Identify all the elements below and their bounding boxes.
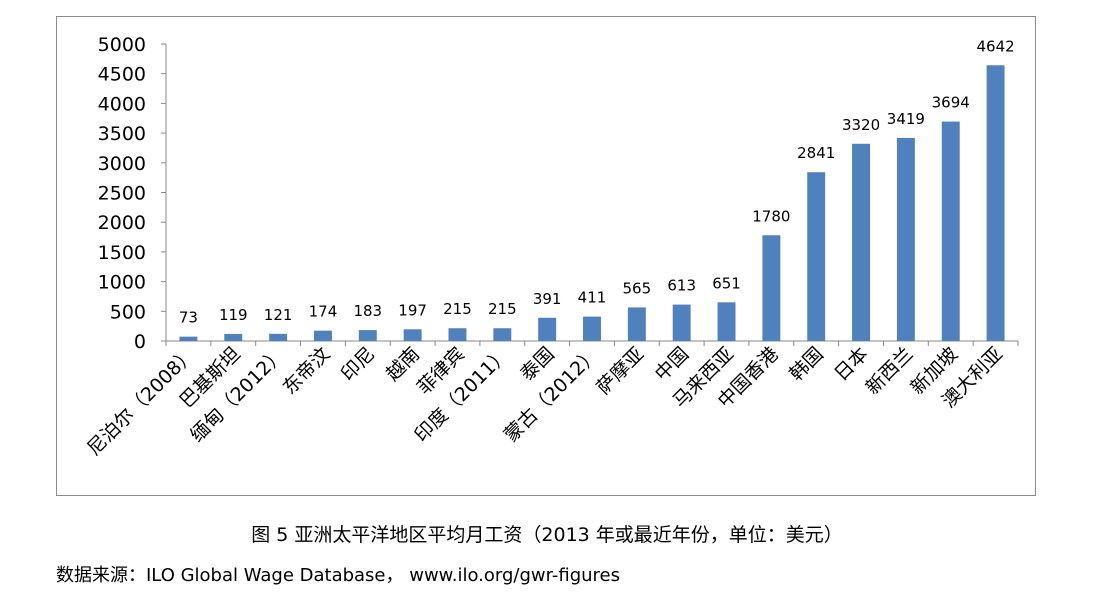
y-tick-label: 2000 [98,212,146,234]
bar [493,328,512,341]
bar [538,317,557,341]
y-tick-label: 4500 [98,64,146,86]
data-label: 1780 [752,207,790,225]
data-label: 2841 [797,144,835,162]
data-label: 3419 [887,110,925,128]
chart-frame [56,16,1036,496]
bar [269,333,288,341]
bar [448,328,467,341]
bar [179,336,198,341]
bar [762,235,781,341]
data-label: 411 [578,289,607,307]
data-label: 197 [398,301,427,319]
y-tick-label: 0 [134,331,146,353]
bar [627,307,646,341]
data-label: 4642 [976,37,1014,55]
data-label: 119 [219,306,248,324]
category-label: 印尼 [337,343,379,385]
data-label: 183 [353,302,382,320]
y-tick-label: 3500 [98,123,146,145]
y-tick-label: 1500 [98,242,146,264]
data-label: 215 [488,300,517,318]
y-tick-label: 1000 [98,272,146,294]
data-source: 数据来源：ILO Global Wage Database， www.ilo.o… [56,565,620,586]
bar [313,330,332,341]
bar [224,333,243,341]
category-label: 韩国 [785,343,827,385]
data-label: 391 [533,290,562,308]
bar [672,304,691,341]
bar [717,302,736,341]
data-label: 73 [179,309,198,327]
bar [941,121,960,341]
y-tick-label: 2500 [98,183,146,205]
y-tick-label: 4000 [98,93,146,115]
bar [852,143,871,341]
data-label: 174 [309,303,338,321]
bar [358,330,377,341]
data-label: 651 [712,274,741,292]
data-label: 215 [443,300,472,318]
bar [403,329,422,341]
data-label: 3694 [932,94,970,112]
bar [807,172,826,341]
y-tick-label: 3000 [98,153,146,175]
data-label: 121 [264,306,293,324]
figure-caption: 图 5 亚洲太平洋地区平均月工资（2013 年或最近年份，单位：美元） [251,524,843,546]
bar-chart: 0 500 1000 1500 2000 2500 3000 3500 4000 4500 5000… [83,34,1019,460]
bar [896,137,915,341]
category-label: 萨摩亚 [593,343,649,399]
bar [986,65,1005,341]
y-tick-label: 500 [110,301,146,323]
data-label: 565 [623,279,652,297]
data-label: 613 [667,277,696,295]
category-label: 东帝汶 [279,343,335,399]
data-label: 3320 [842,116,880,134]
y-tick-label: 5000 [98,34,146,56]
category-label: 新西兰 [862,343,918,399]
bar [583,316,601,341]
